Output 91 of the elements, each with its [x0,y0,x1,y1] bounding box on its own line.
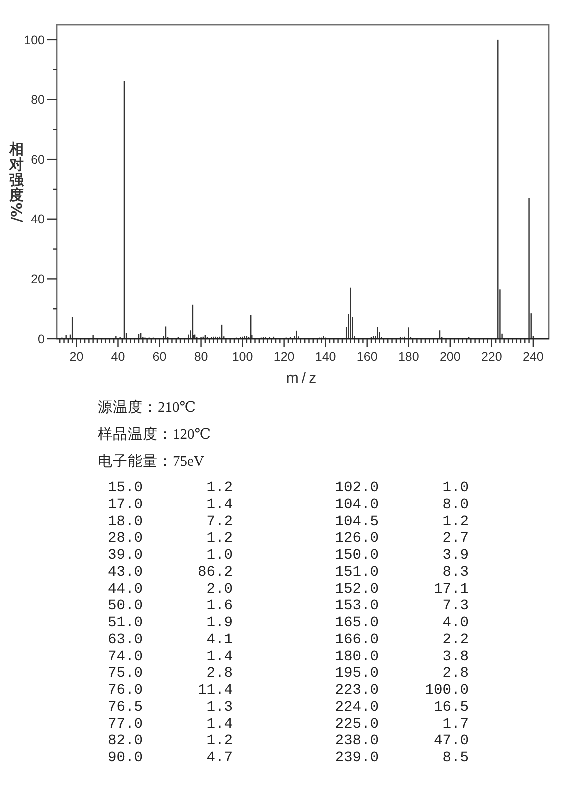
table-cell: 15.0 [108,480,143,496]
table-cell: 102.0 [335,480,379,496]
x-tick-label: 160 [356,350,378,364]
table-cell: 1.0 [442,480,469,496]
table-cell: 90.0 [108,750,143,766]
table-cell: 1.4 [206,497,233,514]
ylabel: 相对强度/% [10,142,26,223]
table-cell: 16.5 [434,700,469,716]
y-tick-label: 80 [31,93,46,108]
table-cell: 17.0 [108,497,143,514]
table-cell: 63.0 [108,632,143,648]
table-cell: 195.0 [335,666,379,682]
table-cell: 104.0 [335,497,379,514]
table-cell: 47.0 [434,734,469,750]
table-cell: 223.0 [335,683,379,699]
table-cell: 1.7 [442,716,469,733]
table-cell: 1.2 [206,531,233,548]
table-cell: 8.0 [442,497,469,514]
table-cell: 75.0 [108,666,143,682]
table-cell: 238.0 [335,734,379,750]
table-cell: 76.0 [108,683,143,699]
table-cell: 4.1 [206,632,233,648]
table-cell: 3.8 [442,649,469,666]
table-cell: 2.8 [206,666,233,682]
table-cell: 1.4 [206,716,233,733]
y-tick-label: 60 [31,152,46,167]
table-cell: 50.0 [108,598,143,615]
x-tick-label: 120 [274,350,295,364]
table-cell: 8.3 [442,564,469,581]
y-tick-label: 40 [31,212,46,227]
xlabel: m/z [286,370,320,387]
table-cell: 165.0 [335,616,379,632]
table-cell: 11.4 [198,683,233,699]
table-cell: 28.0 [108,531,143,548]
table-cell: 239.0 [335,750,379,766]
table-cell: 126.0 [335,531,379,548]
y-tick-label: 20 [31,272,46,286]
table-cell: 3.9 [442,548,469,564]
table-cell: 17.1 [434,582,469,598]
x-tick-label: 40 [111,350,126,364]
table-cell: 225.0 [335,716,379,733]
annotation: 电子能量：75eV [98,454,204,470]
table-cell: 100.0 [425,683,469,699]
table-cell: 74.0 [108,649,143,666]
x-tick-label: 80 [194,350,208,364]
table-cell: 7.2 [206,514,233,530]
table-cell: 51.0 [108,616,143,632]
x-tick-label: 100 [232,350,254,364]
x-tick-label: 20 [70,350,84,364]
table-cell: 1.4 [206,649,233,666]
table-cell: 2.8 [442,666,469,682]
table-cell: 104.5 [335,514,379,530]
table-cell: 166.0 [335,632,379,648]
x-tick-label: 140 [315,350,336,364]
x-tick-label: 220 [481,350,502,364]
table-cell: 4.7 [206,750,233,766]
table-cell: 2.2 [442,632,469,648]
table-cell: 82.0 [108,734,143,750]
x-tick-label: 240 [523,350,544,364]
table-cell: 18.0 [108,514,143,530]
annotation: 源温度：210℃ [98,400,196,416]
table-cell: 1.3 [206,700,233,716]
table-cell: 2.0 [206,582,233,598]
table-cell: 180.0 [335,649,379,666]
table-cell: 7.3 [442,598,469,615]
y-tick-label: 100 [24,33,46,48]
table-cell: 1.2 [206,734,233,750]
table-cell: 86.2 [198,564,233,581]
annotation: 样品温度：120℃ [98,427,211,443]
table-cell: 76.5 [108,700,143,716]
table-cell: 224.0 [335,700,379,716]
table-cell: 1.6 [206,598,233,615]
table-cell: 150.0 [335,548,379,564]
table-cell: 43.0 [108,564,143,581]
table-cell: 77.0 [108,716,143,733]
table-cell: 8.5 [442,750,469,766]
x-tick-label: 60 [152,350,167,364]
table-cell: 153.0 [335,598,379,615]
table-cell: 1.2 [206,480,233,496]
table-cell: 1.0 [206,548,233,564]
table-cell: 1.2 [442,514,469,530]
table-cell: 39.0 [108,548,143,564]
x-tick-label: 180 [398,350,420,364]
table-cell: 4.0 [442,616,469,632]
table-cell: 151.0 [335,564,379,581]
y-tick-label: 0 [38,332,46,346]
table-cell: 44.0 [108,582,143,598]
table-cell: 2.7 [442,531,469,548]
table-cell: 1.9 [206,616,233,632]
x-tick-label: 200 [440,350,461,364]
table-cell: 152.0 [335,582,379,598]
